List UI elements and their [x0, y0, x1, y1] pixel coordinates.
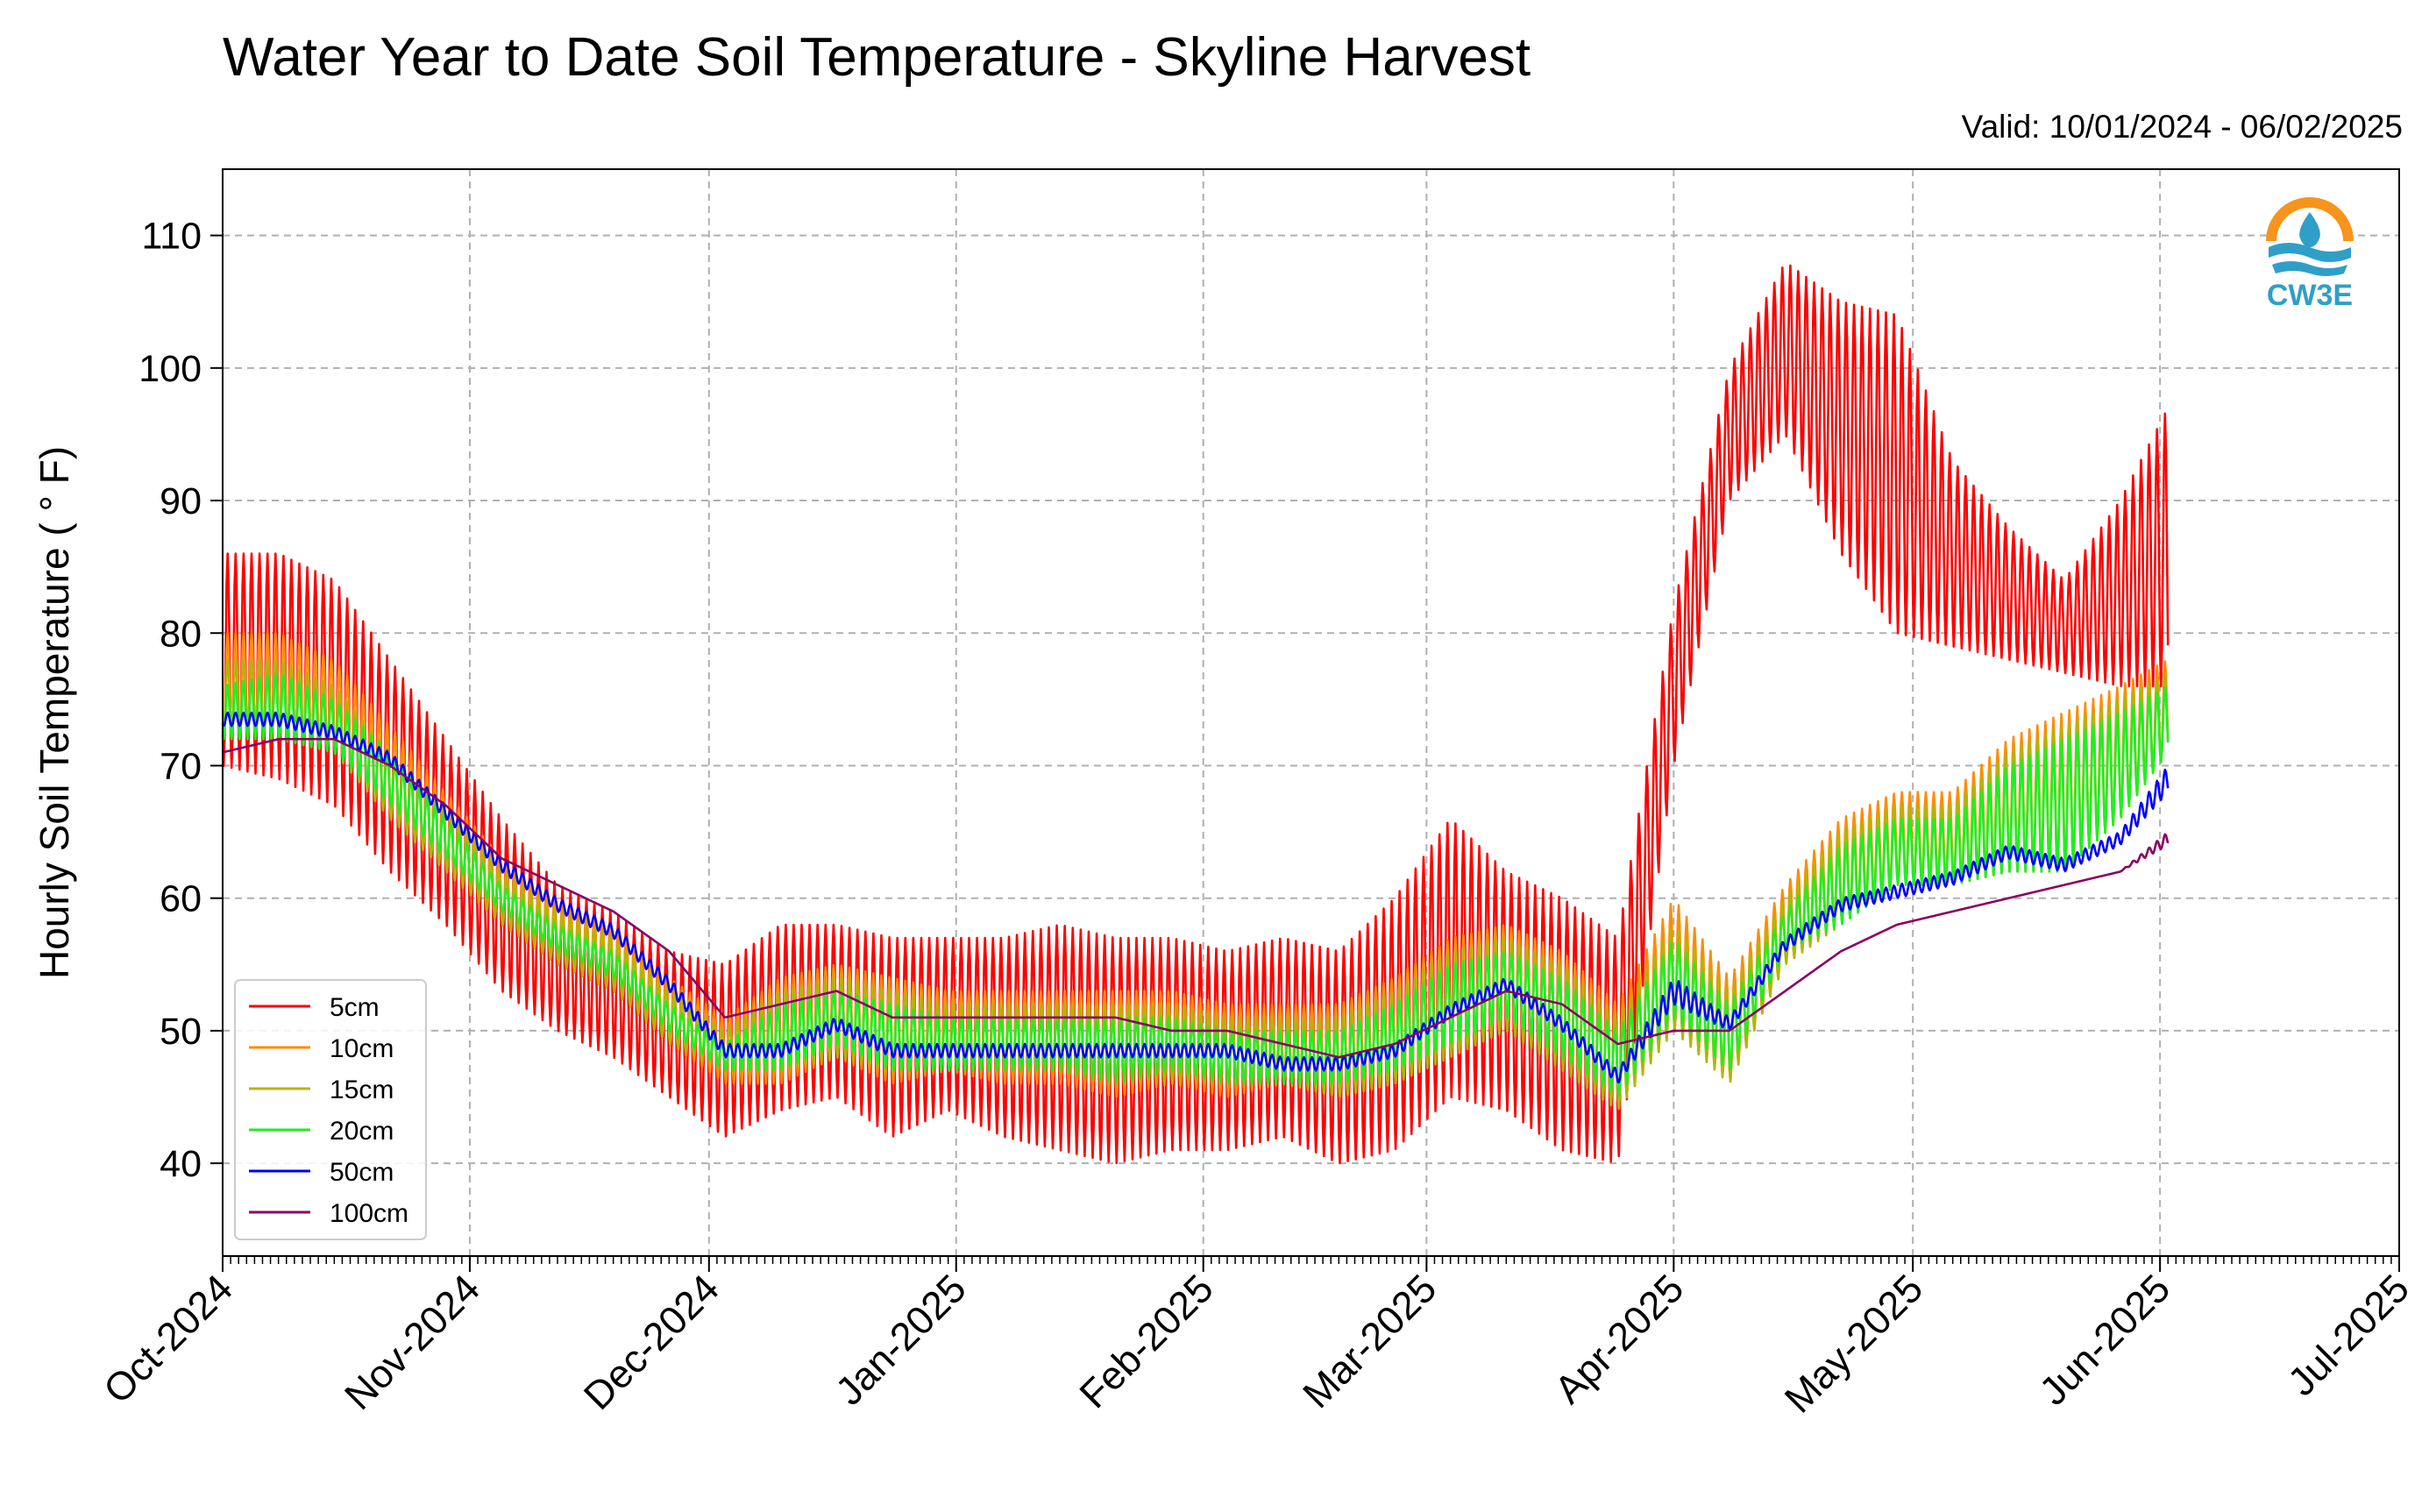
x-tick-label: Jun-2025 — [2030, 1266, 2178, 1414]
x-tick-label: Nov-2024 — [336, 1266, 488, 1418]
legend: 5cm 10cm 15cm 20cm 50cm 100cm — [234, 979, 427, 1240]
series-line-20cm — [221, 672, 2170, 1097]
y-tick-label: 110 — [141, 216, 202, 258]
x-tick-label: Mar-2025 — [1294, 1266, 1445, 1416]
series-line-50cm — [221, 711, 2170, 1084]
legend-label: 10cm — [330, 1034, 394, 1063]
y-tick-label: 80 — [160, 613, 202, 655]
legend-label: 100cm — [330, 1199, 408, 1228]
x-tick-label: Jul-2025 — [2279, 1266, 2418, 1404]
legend-label: 15cm — [330, 1075, 394, 1104]
x-tick-label: Jan-2025 — [827, 1266, 975, 1414]
y-tick-label: 50 — [160, 1011, 202, 1053]
x-tick-label: Feb-2025 — [1071, 1266, 1222, 1416]
y-tick-label: 40 — [160, 1143, 202, 1185]
chart-subtitle: Valid: 10/01/2024 - 06/02/2025 — [1961, 109, 2403, 145]
plot-frame — [222, 168, 2400, 1257]
logo-text: CW3E — [2266, 279, 2354, 312]
y-tick-label: 90 — [160, 480, 202, 522]
x-tick-label: May-2025 — [1776, 1266, 1932, 1422]
x-tick-label: Oct-2024 — [95, 1266, 241, 1412]
series-layer — [221, 264, 2170, 1165]
legend-box — [234, 979, 427, 1240]
legend-label: 5cm — [330, 993, 380, 1022]
cw3e-logo-icon — [2266, 197, 2354, 285]
y-tick-label: 100 — [138, 348, 202, 390]
chart-title: Water Year to Date Soil Temperature - Sk… — [223, 27, 1531, 88]
legend-label: 20cm — [330, 1117, 394, 1146]
x-tick-label: Apr-2025 — [1545, 1266, 1692, 1412]
series-line-100cm — [222, 737, 2170, 1059]
series-line-5cm — [221, 264, 2170, 1165]
legend-label: 50cm — [330, 1158, 394, 1187]
y-tick-label: 70 — [160, 745, 202, 787]
y-axis-label: Hourly Soil Temperature ( ° F) — [32, 446, 77, 979]
grid-lines — [222, 169, 2400, 1256]
y-tick-label: 60 — [160, 878, 202, 920]
x-tick-label: Dec-2024 — [575, 1266, 728, 1418]
